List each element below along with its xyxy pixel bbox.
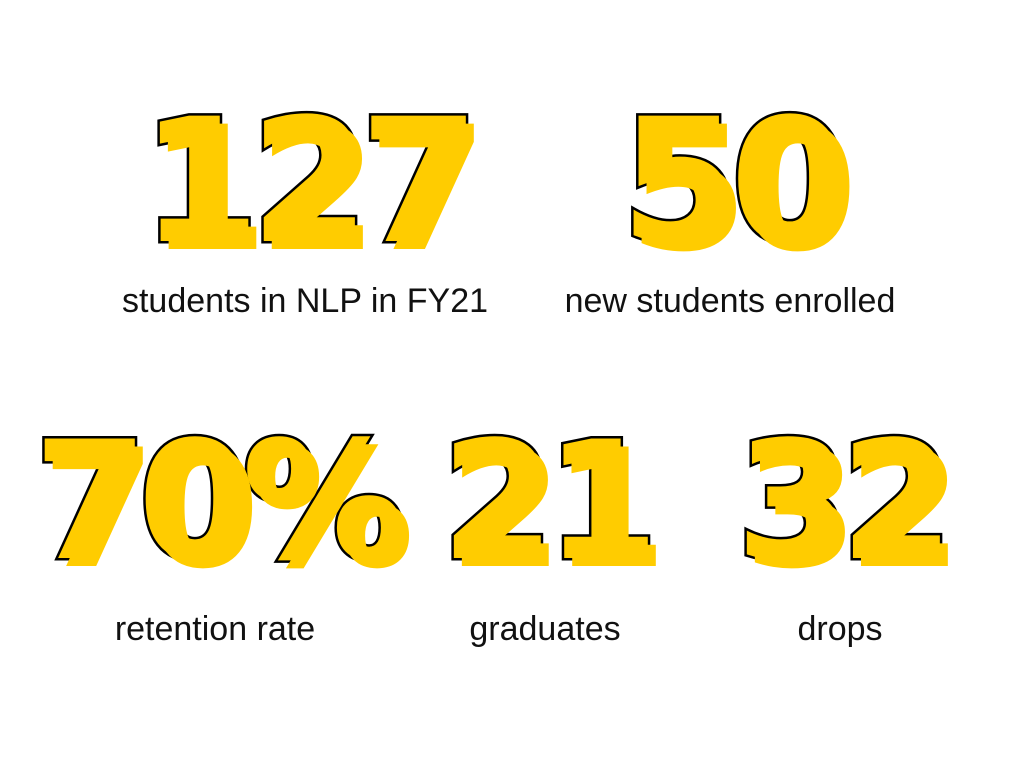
stat-new-students: 50 new students enrolled xyxy=(530,0,930,321)
stat-value: 70% xyxy=(31,406,409,597)
stat-value: 127 xyxy=(138,81,482,282)
stat-value: 32 xyxy=(733,406,956,597)
stat-students-in-nlp: 127 students in NLP in FY21 xyxy=(105,0,505,321)
stat-label: new students enrolled xyxy=(564,282,896,320)
stat-graduates: 21 graduates xyxy=(438,0,661,649)
stat-retention-rate: 70% retention rate xyxy=(20,0,410,649)
stat-label: retention rate xyxy=(114,610,316,648)
stat-label: drops xyxy=(797,610,883,648)
stat-label: students in NLP in FY21 xyxy=(121,282,489,320)
stat-value: 50 xyxy=(618,81,852,282)
stat-label: graduates xyxy=(469,610,621,648)
stat-value: 21 xyxy=(438,406,661,597)
stat-drops: 32 drops xyxy=(730,0,956,649)
